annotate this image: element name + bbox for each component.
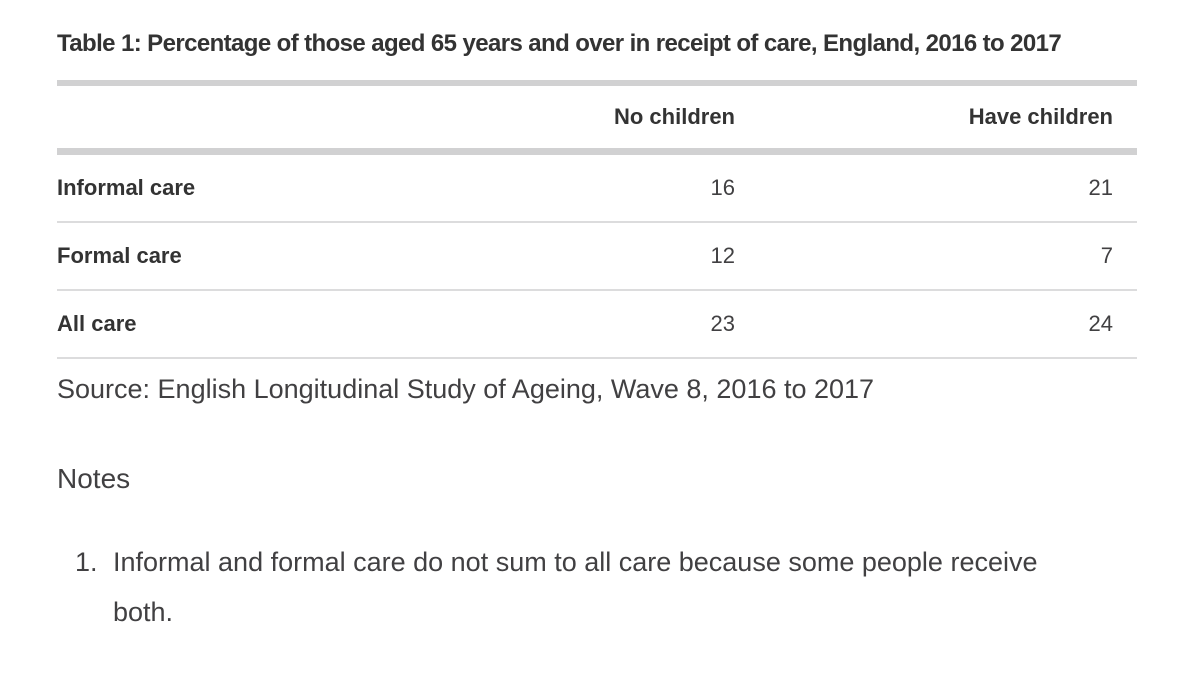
cell-informal-have-children: 21 <box>1088 175 1113 200</box>
row-label-all-care: All care <box>57 311 137 336</box>
notes-heading: Notes <box>57 463 131 494</box>
table-body: Informal care 16 21 Formal care 12 7 All… <box>57 152 1137 358</box>
column-header-no-children: No children <box>613 104 735 129</box>
notes-list: Informal and formal care do not sum to a… <box>57 537 1137 637</box>
cell-all-no-children: 23 <box>710 311 735 336</box>
content-container: Table 1: Percentage of those aged 65 yea… <box>0 24 1200 637</box>
cell-all-have-children: 24 <box>1088 311 1113 336</box>
header-row: No children Have children <box>57 83 1137 152</box>
source-text: Source: English Longitudinal Study of Ag… <box>57 374 875 404</box>
row-label-informal-care: Informal care <box>57 175 196 200</box>
note-item: Informal and formal care do not sum to a… <box>105 537 1065 637</box>
cell-informal-no-children: 16 <box>710 175 735 200</box>
column-header-blank <box>57 83 489 152</box>
cell-formal-no-children: 12 <box>710 243 735 268</box>
column-header-have-children: Have children <box>968 104 1113 129</box>
table-row: Informal care 16 21 <box>57 152 1137 222</box>
table-header: No children Have children <box>57 83 1137 152</box>
table-row: Formal care 12 7 <box>57 222 1137 290</box>
table-row: All care 23 24 <box>57 290 1137 358</box>
care-receipt-table: No children Have children Informal care … <box>57 80 1137 359</box>
table-title: Table 1: Percentage of those aged 65 yea… <box>57 30 1062 57</box>
row-label-formal-care: Formal care <box>57 243 182 268</box>
cell-formal-have-children: 7 <box>1100 243 1113 268</box>
